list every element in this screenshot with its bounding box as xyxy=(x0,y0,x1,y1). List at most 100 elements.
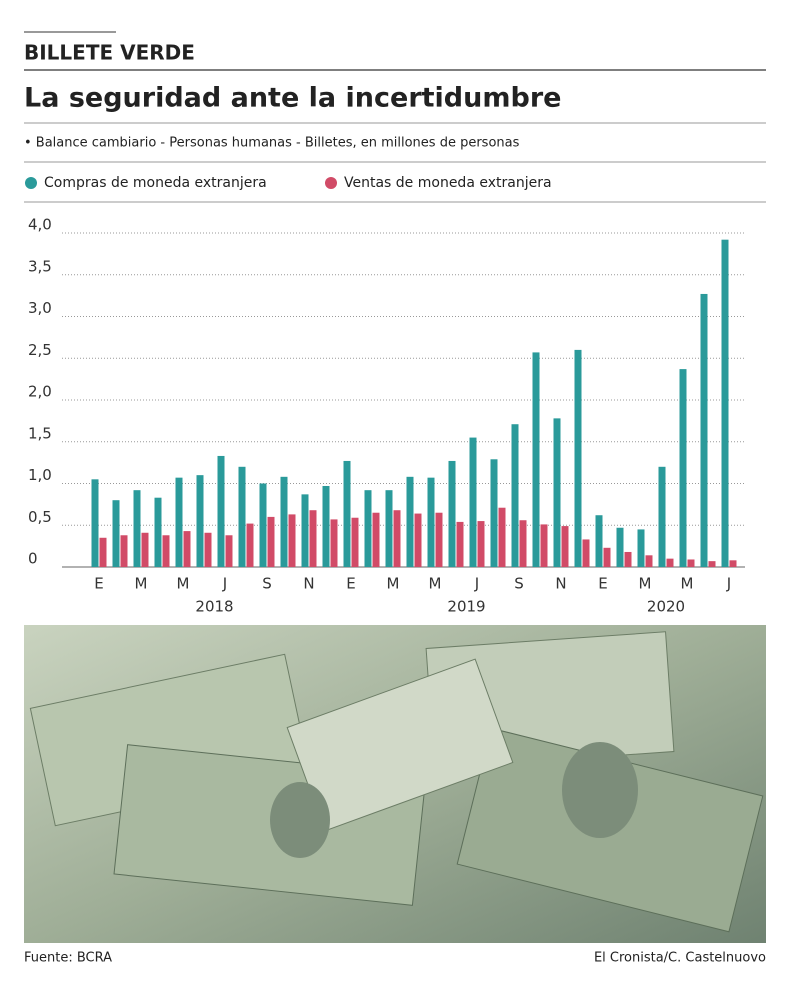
bar xyxy=(721,239,729,567)
year-label: 2018 xyxy=(195,598,233,616)
bar xyxy=(196,475,204,567)
bar xyxy=(561,526,569,567)
bar xyxy=(288,514,296,567)
bar xyxy=(351,517,359,567)
x-tick-label: E xyxy=(598,575,607,593)
bar xyxy=(309,510,317,567)
y-tick-label: 2,5 xyxy=(28,341,52,359)
y-tick-label: 1,5 xyxy=(28,424,52,442)
x-tick-label: N xyxy=(555,575,566,593)
bar xyxy=(343,460,351,567)
kicker: BILLETE VERDE xyxy=(24,41,195,65)
bar xyxy=(225,535,233,567)
bar xyxy=(280,476,288,567)
x-tick-label: M xyxy=(681,575,694,593)
bar xyxy=(238,466,246,567)
bar xyxy=(687,559,695,567)
chart-title: La seguridad ante la incertidumbre xyxy=(24,83,561,114)
bar xyxy=(616,527,624,567)
bar xyxy=(448,460,456,567)
bar xyxy=(729,560,737,567)
bar xyxy=(477,521,485,567)
bar xyxy=(582,539,590,567)
bar xyxy=(99,537,107,567)
bar xyxy=(259,483,267,567)
x-tick-label: S xyxy=(514,575,524,593)
bar xyxy=(385,490,393,567)
legend-swatch xyxy=(325,177,337,189)
source: Fuente: BCRA xyxy=(24,951,112,966)
bar xyxy=(498,507,506,567)
y-tick-label: 3,0 xyxy=(28,299,52,317)
bar xyxy=(183,531,191,567)
bar xyxy=(162,535,170,567)
bar xyxy=(540,524,548,567)
bar xyxy=(154,497,162,567)
bar xyxy=(700,293,708,567)
bar xyxy=(217,455,225,567)
bar xyxy=(532,352,540,567)
bar xyxy=(469,437,477,567)
bar xyxy=(427,477,435,567)
bar xyxy=(553,418,561,567)
money-photo xyxy=(24,625,766,943)
bar xyxy=(175,477,183,567)
y-tick-label: 0,5 xyxy=(28,508,52,526)
bar xyxy=(637,529,645,567)
x-tick-label: S xyxy=(262,575,272,593)
bar xyxy=(679,369,687,567)
x-tick-label: J xyxy=(222,575,227,593)
bar xyxy=(603,547,611,567)
y-tick-label: 4,0 xyxy=(28,216,52,234)
bar xyxy=(658,466,666,567)
x-tick-label: E xyxy=(94,575,103,593)
year-label: 2020 xyxy=(647,598,685,616)
bar xyxy=(393,510,401,567)
x-tick-label: M xyxy=(387,575,400,593)
subtitle: • Balance cambiario - Personas humanas -… xyxy=(24,136,520,151)
bar xyxy=(133,490,141,567)
bar xyxy=(511,424,519,567)
bar xyxy=(120,535,128,567)
bar xyxy=(666,558,674,567)
legend-label: Ventas de moneda extranjera xyxy=(344,175,552,191)
bar xyxy=(112,500,120,567)
y-tick-label: 0 xyxy=(28,550,38,568)
bar xyxy=(624,551,632,567)
x-tick-label: M xyxy=(135,575,148,593)
bar xyxy=(301,494,309,567)
bar xyxy=(322,486,330,567)
bar xyxy=(490,459,498,567)
bar xyxy=(330,519,338,567)
bar xyxy=(414,513,422,567)
x-tick-label: J xyxy=(726,575,731,593)
year-label: 2019 xyxy=(447,598,485,616)
x-tick-label: M xyxy=(429,575,442,593)
bar xyxy=(141,532,149,567)
legend-label: Compras de moneda extranjera xyxy=(44,175,267,191)
bar xyxy=(364,490,372,567)
y-tick-label: 3,5 xyxy=(28,257,52,275)
bar xyxy=(708,561,716,567)
y-tick-label: 1,0 xyxy=(28,466,52,484)
legend-swatch xyxy=(25,177,37,189)
x-tick-label: M xyxy=(639,575,652,593)
x-tick-label: N xyxy=(303,575,314,593)
bar xyxy=(204,532,212,567)
y-tick-label: 2,0 xyxy=(28,383,52,401)
credit: El Cronista/C. Castelnuovo xyxy=(594,951,766,966)
x-tick-label: J xyxy=(474,575,479,593)
x-tick-label: M xyxy=(177,575,190,593)
bar xyxy=(595,515,603,567)
bar xyxy=(267,516,275,567)
bar xyxy=(456,521,464,567)
bar xyxy=(246,523,254,567)
bar xyxy=(645,555,653,567)
bar xyxy=(574,349,582,567)
x-tick-label: E xyxy=(346,575,355,593)
bar xyxy=(91,479,99,567)
bar xyxy=(435,512,443,567)
bar xyxy=(372,512,380,567)
bar xyxy=(406,476,414,567)
